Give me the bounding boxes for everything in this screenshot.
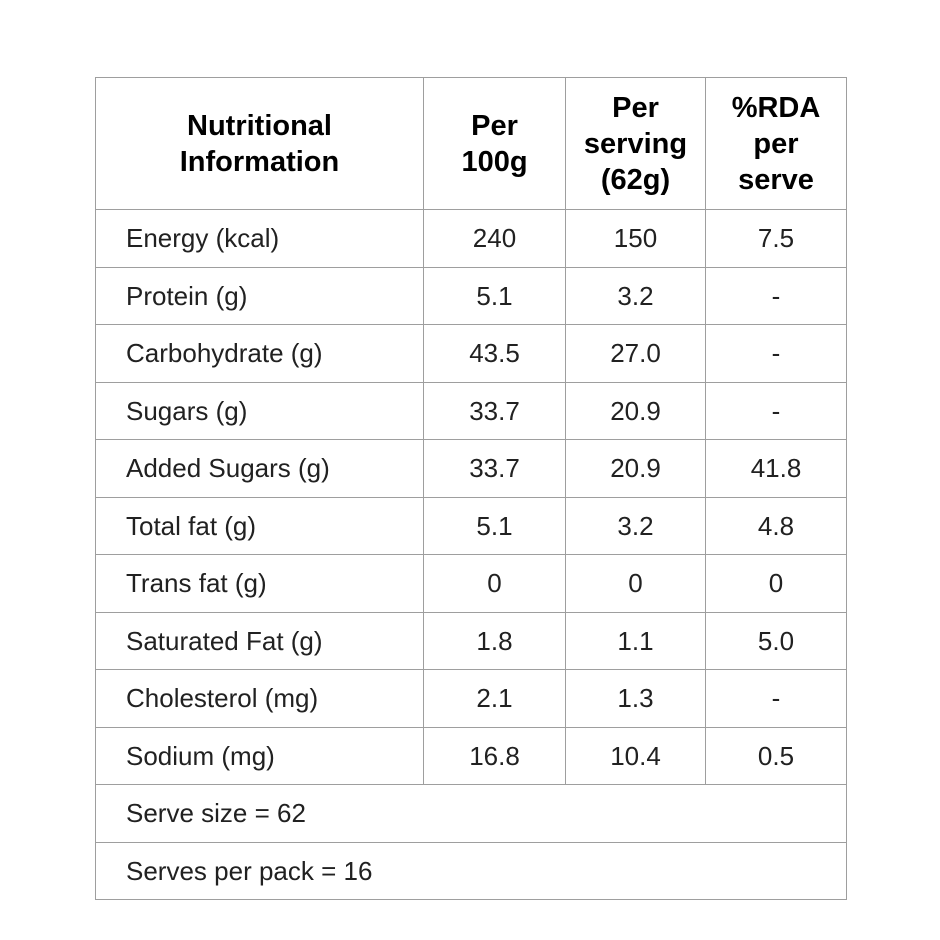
row-label: Trans fat (g) [95,554,424,613]
header-per-serving: Per serving (62g) [565,77,706,210]
value-per-100g: 0 [423,554,566,613]
table-row-carbohydrate: Carbohydrate (g) 43.5 27.0 - [95,324,847,383]
value-rda: - [705,669,847,728]
row-label: Sugars (g) [95,381,424,440]
header-per-100g: Per 100g [423,77,566,210]
value-per-serving: 150 [565,209,706,268]
value-per-serving: 27.0 [565,324,706,383]
value-per-serving: 3.2 [565,496,706,555]
table-row-protein: Protein (g) 5.1 3.2 - [95,266,847,325]
row-label: Added Sugars (g) [95,439,424,498]
table-row-trans-fat: Trans fat (g) 0 0 0 [95,554,847,613]
table-row-cholesterol: Cholesterol (mg) 2.1 1.3 - [95,669,847,728]
row-label: Carbohydrate (g) [95,324,424,383]
value-per-100g: 1.8 [423,611,566,670]
table-row-total-fat: Total fat (g) 5.1 3.2 4.8 [95,496,847,555]
value-rda: 7.5 [705,209,847,268]
value-rda: - [705,381,847,440]
table-row-added-sugars: Added Sugars (g) 33.7 20.9 41.8 [95,439,847,498]
value-per-serving: 1.1 [565,611,706,670]
value-per-serving: 1.3 [565,669,706,728]
value-rda: 5.0 [705,611,847,670]
header-nutritional-information: Nutritional Information [95,77,424,210]
value-rda: - [705,324,847,383]
value-per-100g: 5.1 [423,496,566,555]
table-row-sodium: Sodium (mg) 16.8 10.4 0.5 [95,726,847,785]
value-rda: 0.5 [705,726,847,785]
value-rda: 4.8 [705,496,847,555]
footer-row-serve-size: Serve size = 62 [95,784,847,843]
header-rda-per-serve: %RDA per serve [705,77,847,210]
nutrition-table: Nutritional Information Per 100g Per ser… [95,77,847,900]
value-per-serving: 10.4 [565,726,706,785]
footer-row-serves-per-pack: Serves per pack = 16 [95,841,847,900]
value-per-serving: 3.2 [565,266,706,325]
serve-size-text: Serve size = 62 [95,784,847,843]
table-row-sugars: Sugars (g) 33.7 20.9 - [95,381,847,440]
row-label: Energy (kcal) [95,209,424,268]
value-rda: - [705,266,847,325]
header-row: Nutritional Information Per 100g Per ser… [95,77,847,210]
value-per-100g: 5.1 [423,266,566,325]
value-per-100g: 16.8 [423,726,566,785]
row-label: Sodium (mg) [95,726,424,785]
row-label: Cholesterol (mg) [95,669,424,728]
table-row-energy: Energy (kcal) 240 150 7.5 [95,209,847,268]
value-per-100g: 240 [423,209,566,268]
value-rda: 41.8 [705,439,847,498]
value-per-100g: 2.1 [423,669,566,728]
table-row-saturated-fat: Saturated Fat (g) 1.8 1.1 5.0 [95,611,847,670]
value-per-serving: 0 [565,554,706,613]
row-label: Total fat (g) [95,496,424,555]
row-label: Saturated Fat (g) [95,611,424,670]
value-per-serving: 20.9 [565,439,706,498]
value-rda: 0 [705,554,847,613]
value-per-serving: 20.9 [565,381,706,440]
value-per-100g: 33.7 [423,381,566,440]
value-per-100g: 33.7 [423,439,566,498]
serves-per-pack-text: Serves per pack = 16 [95,841,847,900]
value-per-100g: 43.5 [423,324,566,383]
row-label: Protein (g) [95,266,424,325]
